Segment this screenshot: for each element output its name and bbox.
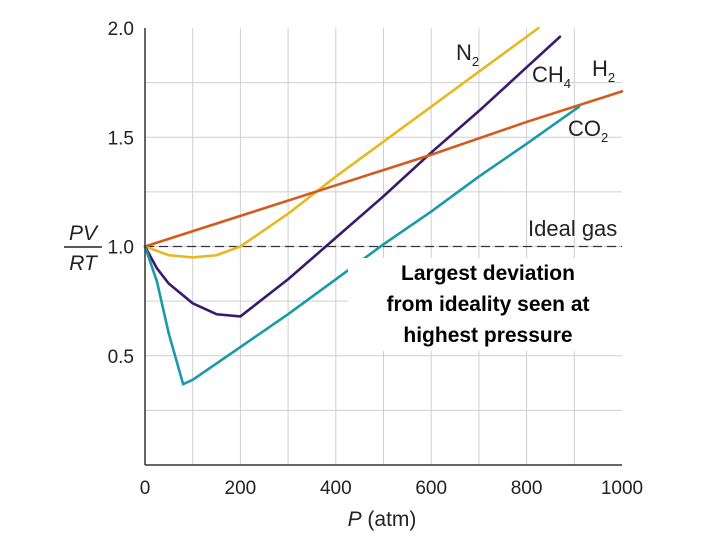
x-tick-label: 400 bbox=[320, 478, 352, 499]
series-line-co2 bbox=[143, 105, 581, 386]
x-tick-label: 200 bbox=[225, 478, 257, 499]
label-n2-main: N bbox=[456, 40, 472, 65]
x-tick-labels: 0 200 400 600 800 1000 bbox=[140, 478, 643, 499]
axes bbox=[144, 28, 622, 466]
label-h2-sub: 2 bbox=[608, 70, 615, 85]
series-line-n2 bbox=[143, 26, 540, 259]
label-n2-sub: 2 bbox=[472, 54, 479, 69]
x-tick-label: 0 bbox=[140, 478, 151, 499]
x-axis-unit: (atm) bbox=[362, 508, 417, 531]
y-tick-label: 1.0 bbox=[108, 238, 134, 259]
label-n2: N2 bbox=[456, 40, 479, 69]
x-axis-label: P (atm) bbox=[348, 508, 417, 531]
label-ch4-sub: 4 bbox=[564, 76, 571, 91]
y-tick-label: 1.5 bbox=[108, 128, 134, 149]
y-tick-label: 0.5 bbox=[108, 347, 134, 368]
deviation-annotation: Largest deviation from ideality seen at … bbox=[348, 258, 628, 351]
x-tick-label: 600 bbox=[415, 478, 447, 499]
label-h2: H2 bbox=[592, 56, 615, 85]
y-tick-labels: 0.5 1.0 1.5 2.0 bbox=[108, 19, 134, 368]
series-labels: N2 CH4 H2 CO2 Ideal gas bbox=[456, 40, 617, 241]
label-ideal-gas: Ideal gas bbox=[528, 216, 617, 241]
y-axis-denominator: RT bbox=[69, 252, 99, 275]
label-co2-sub: 2 bbox=[601, 130, 608, 145]
label-ch4: CH4 bbox=[532, 62, 571, 91]
series-layer bbox=[143, 26, 624, 386]
series-line-ch4 bbox=[143, 35, 562, 318]
y-axis-label: PV RT bbox=[64, 222, 102, 275]
label-ch4-main: CH bbox=[532, 62, 564, 87]
label-co2: CO2 bbox=[568, 116, 608, 145]
y-tick-label: 2.0 bbox=[108, 19, 134, 40]
label-h2-main: H bbox=[592, 56, 608, 81]
x-tick-label: 1000 bbox=[601, 478, 643, 499]
y-axis-numerator: PV bbox=[69, 222, 99, 245]
series-line-h2 bbox=[143, 90, 624, 248]
x-tick-label: 800 bbox=[511, 478, 543, 499]
label-co2-main: CO bbox=[568, 116, 601, 141]
x-axis-variable: P bbox=[348, 508, 362, 531]
